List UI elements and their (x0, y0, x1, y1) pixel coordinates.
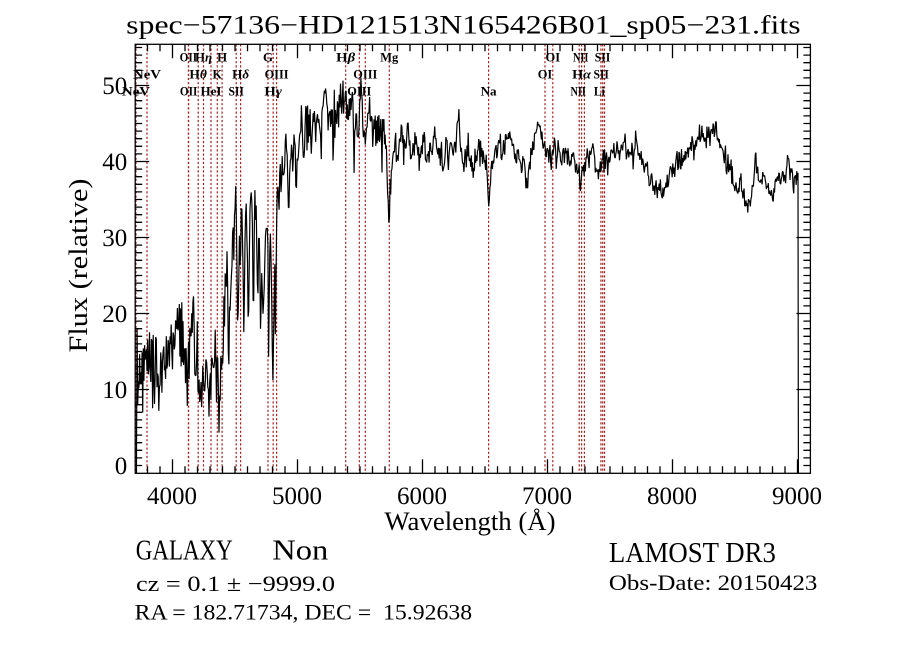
svg-text:cz = 0.1 ± −9999.0: cz = 0.1 ± −9999.0 (136, 571, 335, 596)
svg-text:RA = 182.71734, DEC = 15.9263: RA = 182.71734, DEC = 15.92638 (135, 600, 472, 625)
svg-text:OII: OII (180, 50, 198, 65)
svg-text:20: 20 (102, 301, 127, 328)
svg-text:OII: OII (180, 83, 198, 98)
svg-text:Li: Li (594, 83, 605, 98)
svg-text:8000: 8000 (647, 483, 697, 510)
svg-text:Hγ: Hγ (264, 83, 282, 98)
svg-text:G: G (263, 50, 273, 65)
svg-text:K: K (213, 67, 223, 82)
svg-text:SII: SII (228, 83, 244, 98)
svg-text:5000: 5000 (272, 483, 322, 510)
svg-text:OIII: OIII (347, 83, 371, 98)
svg-text:SII: SII (595, 50, 611, 65)
svg-text:Non: Non (272, 535, 329, 567)
svg-text:Hθ: Hθ (189, 67, 207, 82)
svg-text:SII: SII (593, 67, 609, 82)
svg-text:NeV: NeV (133, 67, 162, 82)
svg-text:Na: Na (481, 83, 498, 98)
svg-text:LAMOST DR3: LAMOST DR3 (609, 537, 776, 569)
svg-text:Hα: Hα (572, 67, 592, 82)
svg-text:Hη: Hη (195, 50, 212, 65)
svg-text:GALAXY: GALAXY (136, 535, 233, 567)
svg-text:OIII: OIII (353, 67, 377, 82)
svg-text:6000: 6000 (397, 483, 447, 510)
svg-text:Obs-Date: 20150423: Obs-Date: 20150423 (609, 570, 818, 595)
svg-text:NII: NII (570, 83, 586, 98)
svg-text:0: 0 (115, 453, 128, 480)
svg-text:OIII: OIII (265, 67, 289, 82)
svg-text:9000: 9000 (772, 483, 822, 510)
svg-text:Hβ: Hβ (336, 50, 355, 65)
svg-text:40: 40 (102, 149, 127, 176)
svg-text:NeV: NeV (122, 83, 151, 98)
svg-text:spec−57136−HD121513N165426B01_: spec−57136−HD121513N165426B01_sp05−231.f… (126, 11, 800, 40)
svg-text:30: 30 (102, 225, 127, 252)
svg-text:OI: OI (546, 50, 561, 65)
svg-text:10: 10 (102, 377, 127, 404)
svg-text:50: 50 (102, 73, 127, 100)
svg-text:NII: NII (573, 50, 589, 65)
svg-text:Wavelength (Å): Wavelength (Å) (384, 507, 555, 536)
svg-text:Mg: Mg (380, 50, 398, 65)
svg-text:H: H (217, 50, 227, 65)
svg-text:7000: 7000 (522, 483, 572, 510)
svg-text:Hδ: Hδ (232, 67, 249, 82)
svg-text:Flux (relative): Flux (relative) (64, 178, 93, 352)
svg-text:HeI: HeI (201, 83, 222, 98)
svg-text:4000: 4000 (147, 483, 197, 510)
svg-text:OI: OI (538, 67, 553, 82)
